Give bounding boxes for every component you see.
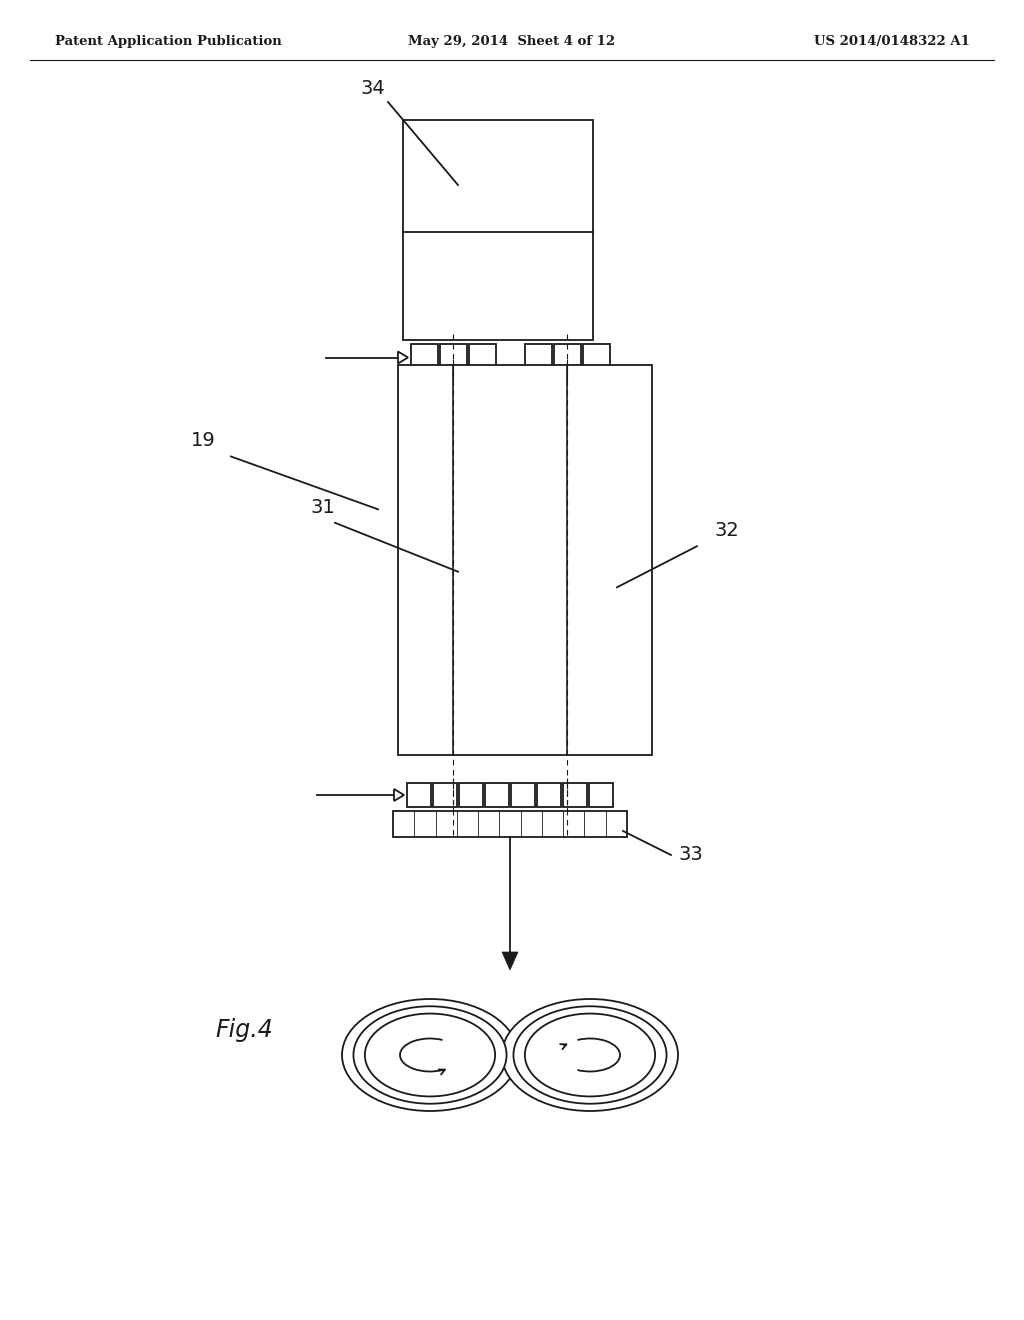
Text: 19: 19: [190, 432, 215, 450]
Text: 31: 31: [310, 498, 336, 517]
Bar: [407, 783, 431, 807]
Text: Fig.4: Fig.4: [215, 1018, 272, 1041]
Text: Patent Application Publication: Patent Application Publication: [55, 36, 282, 49]
Bar: [440, 345, 467, 371]
Bar: [554, 345, 581, 371]
Bar: [511, 783, 535, 807]
Ellipse shape: [525, 1014, 655, 1097]
Ellipse shape: [365, 1014, 496, 1097]
Bar: [459, 783, 483, 807]
Polygon shape: [502, 952, 518, 970]
Bar: [537, 783, 561, 807]
Bar: [393, 810, 627, 837]
Ellipse shape: [502, 999, 678, 1111]
Text: 32: 32: [715, 521, 739, 540]
Text: 33: 33: [679, 846, 703, 865]
Ellipse shape: [342, 999, 518, 1111]
Text: May 29, 2014  Sheet 4 of 12: May 29, 2014 Sheet 4 of 12: [409, 36, 615, 49]
Text: US 2014/0148322 A1: US 2014/0148322 A1: [814, 36, 970, 49]
Bar: [403, 120, 593, 341]
Bar: [485, 783, 509, 807]
Polygon shape: [394, 789, 404, 801]
Bar: [411, 345, 438, 371]
Polygon shape: [398, 351, 408, 363]
Ellipse shape: [513, 1006, 667, 1104]
Bar: [525, 345, 552, 371]
Bar: [589, 783, 613, 807]
Bar: [433, 783, 457, 807]
Ellipse shape: [353, 1006, 507, 1104]
Bar: [583, 345, 610, 371]
Bar: [469, 345, 496, 371]
Bar: [398, 366, 652, 755]
Bar: [563, 783, 587, 807]
Text: 34: 34: [360, 79, 385, 98]
